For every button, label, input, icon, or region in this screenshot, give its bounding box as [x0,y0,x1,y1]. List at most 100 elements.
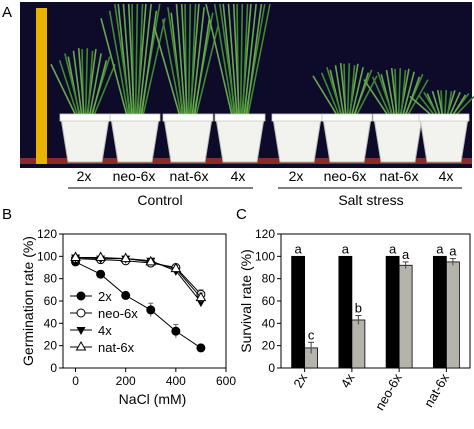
panel-a-label: A [2,4,12,21]
leaf [175,3,187,121]
leaf [352,72,370,121]
y-tick-label: 60 [262,294,276,308]
panel-c-label: C [236,206,247,223]
y-tick-label: 20 [44,339,58,353]
legend-label: neo-6x [98,306,138,321]
survival-chart: Survival rate (%) 0 20 40 60 80 100 120 a c 2x a b 4… [238,227,471,413]
leaf [87,53,102,121]
leaf [219,3,238,121]
leaf [239,3,244,121]
genotype-label: 4x [231,168,246,184]
leaf [232,3,241,121]
data-point [195,291,207,302]
pot [60,117,110,163]
data-point [120,252,132,263]
leaf [140,10,158,121]
genotype-label: nat-6x [380,168,419,184]
leaf [385,69,397,121]
legend: 2x neo-6x 4x nat-6x [70,289,138,355]
genotype-labels-control: 2x neo-6x nat-6x 4x [77,168,246,184]
significance-letter: a [342,241,350,256]
y-tick-label: 100 [255,249,275,263]
panel-b-label: B [2,206,12,223]
leaf [246,3,271,121]
y-tick-label: 80 [262,272,276,286]
leaf [153,25,182,121]
bar [385,255,400,369]
y-tick-label: 60 [44,294,58,308]
pot-rim [59,113,111,122]
leaf [100,17,129,121]
group-label-salt-stress: Salt stress [338,192,403,208]
germination-chart: Germination rate (%) NaCl (mM) 0 20 40 60 80… [20,227,236,407]
pot [215,117,265,163]
leaf [108,10,130,121]
leaf [400,71,415,121]
leaf [312,75,341,121]
legend-label: 2x [98,289,112,304]
leaf [245,3,263,121]
data-point [70,251,81,261]
x-tick-label: 2x [290,371,310,391]
leaf [353,75,378,121]
pot [272,117,322,163]
significance-letter: c [308,327,315,342]
leaf [399,69,407,121]
data-point [171,326,181,336]
x-tick-label: 200 [116,374,136,388]
data-point [96,269,106,279]
y-axis-label: Survival rate (%) [238,249,254,352]
leaf [346,63,351,121]
genotype-label: neo-6x [324,168,367,184]
data-point [95,251,106,261]
leaf [161,18,183,121]
leaf [339,63,348,121]
series-neo-6x [71,254,206,299]
y-tick-label: 40 [44,316,58,330]
genotype-label: nat-6x [170,168,209,184]
leaf [167,7,186,121]
pot-rim [162,113,214,122]
bar [338,255,353,369]
leaf [137,3,152,121]
leaf [77,48,86,121]
leaf [193,18,211,121]
series-2x [71,257,206,353]
plant-photo [20,2,474,168]
data-point [146,305,156,315]
leaf [86,50,94,121]
significance-letter: a [402,247,410,262]
leaf [363,79,392,121]
y-tick-label: 120 [37,227,57,241]
significance-letter: a [436,241,444,256]
genotype-labels-salt: 2x neo-6x nat-6x 4x [289,168,454,184]
pot-rim [418,113,470,122]
leaf [377,71,395,121]
series-line [75,256,202,298]
genotype-label: 4x [439,168,454,184]
leaf [227,3,239,121]
significance-letter: b [355,301,362,316]
x-tick-label: neo-6x [372,371,405,413]
y-tick-label: 40 [262,316,276,330]
genotype-label: neo-6x [113,168,156,184]
leaf [320,72,342,121]
leaf [122,3,134,121]
leaf [404,79,429,121]
pot [373,117,423,163]
leaf [348,65,356,121]
leaf [141,18,166,121]
bar [432,255,447,369]
legend-label: 4x [98,323,112,338]
leaf [72,50,84,121]
y-tick-label: 20 [262,339,276,353]
y-axis-label: Germination rate (%) [20,236,36,366]
series-nat-6x [70,251,207,303]
bar [291,255,306,369]
bar [398,264,413,369]
bar [445,261,460,369]
pot-rim [372,113,424,122]
data-point [121,290,131,300]
leaf [180,3,189,121]
